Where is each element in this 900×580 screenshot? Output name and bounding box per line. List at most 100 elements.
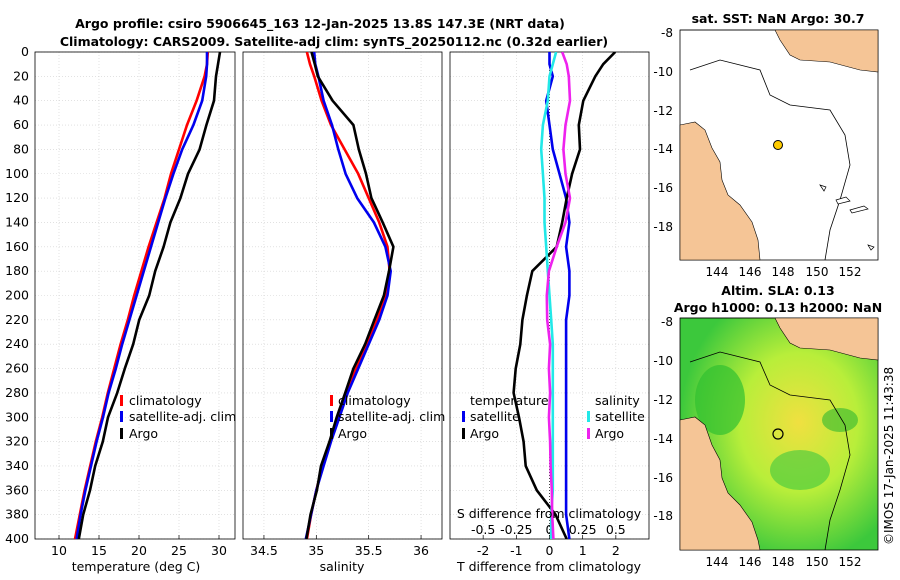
y-tick-label: 400 — [5, 531, 29, 546]
difference-xlabel: T difference from climatology — [456, 559, 642, 574]
axes-frame — [34, 51, 236, 540]
lon-tick-label: 152 — [839, 555, 862, 569]
lon-tick-label: 144 — [706, 555, 729, 569]
lat-tick-label: -16 — [653, 471, 673, 485]
y-tick-label: 260 — [5, 361, 29, 376]
lon-tick-label: 150 — [806, 555, 829, 569]
title-line-1: Argo profile: csiro 5906645_163 12-Jan-2… — [75, 16, 565, 32]
lat-tick-label: -18 — [653, 509, 673, 523]
series-line-s-argo — [545, 52, 572, 539]
lon-tick-label: 152 — [839, 265, 862, 279]
x-tick-label: 2 — [612, 543, 620, 558]
x-tick-label: 35.5 — [355, 543, 383, 558]
sla-map — [679, 317, 879, 551]
legend-swatch-s-argo — [587, 428, 590, 439]
y-tick-label: 380 — [5, 507, 29, 522]
land-new-guinea — [680, 29, 879, 73]
s-tick-label: -0.25 — [500, 522, 532, 537]
legend-label-satellite: satellite-adj. clim — [129, 409, 236, 424]
temperature-xlabel: temperature (deg C) — [72, 559, 201, 574]
reef-contour — [689, 351, 851, 551]
legend-label-argo: Argo — [129, 426, 158, 441]
reef-contour — [689, 59, 851, 261]
y-tick-label: 180 — [5, 263, 29, 278]
legend-swatch-t-argo — [462, 428, 465, 439]
y-tick-label: 100 — [5, 166, 29, 181]
y-tick-label: 220 — [5, 312, 29, 327]
lon-tick-label: 144 — [706, 265, 729, 279]
x-tick-label: 25 — [171, 543, 187, 558]
y-tick-label: 20 — [13, 68, 29, 83]
lat-tick-label: -12 — [653, 393, 673, 407]
temperature-legend: climatology satellite-adj. clim Argo — [120, 393, 236, 441]
sla-patch — [695, 365, 745, 435]
land-new-guinea — [680, 317, 879, 361]
y-tick-label: 200 — [5, 288, 29, 303]
sla-patch — [770, 450, 830, 490]
legend-header-temperature: temperature — [470, 393, 549, 408]
y-tick-label: 360 — [5, 482, 29, 497]
y-tick-label: 120 — [5, 190, 29, 205]
lat-tick-label: -14 — [653, 142, 673, 156]
x-tick-label: 0 — [546, 543, 554, 558]
y-tick-label: 140 — [5, 214, 29, 229]
lon-tick-label: 148 — [772, 555, 795, 569]
argo-position-marker — [772, 428, 784, 440]
legend-swatch-satellite — [330, 411, 333, 422]
legend-swatch-satellite — [120, 411, 123, 422]
series-group — [512, 52, 617, 539]
legend-label-t-argo: Argo — [470, 426, 499, 441]
sla-map-title-2: Argo h1000: 0.13 h2000: NaN — [674, 300, 882, 315]
islands — [819, 184, 875, 251]
x-tick-label: 35 — [308, 543, 324, 558]
x-tick-label: 20 — [131, 543, 147, 558]
legend-swatch-t-satellite — [462, 411, 465, 422]
series-line-satellite-adj-clim — [304, 52, 393, 539]
x-tick-label: 1 — [579, 543, 587, 558]
legend-swatch-climatology — [120, 395, 123, 406]
legend-label-climatology: climatology — [338, 393, 411, 408]
x-tick-label: 15 — [91, 543, 107, 558]
difference-panel: -2 -1 0 1 2-0.5 -0.25 0 0.25 0.5 — [449, 51, 650, 558]
lon-tick-label: 146 — [739, 555, 762, 569]
legend-label-t-satellite: satellite — [470, 409, 520, 424]
lat-tick-label: -12 — [653, 104, 673, 118]
series-line-satellite-adj-clim — [75, 52, 209, 539]
lon-tick-label: 148 — [772, 265, 795, 279]
s-tick-label: 0.5 — [606, 522, 626, 537]
y-tick-label: 0 — [21, 44, 29, 59]
x-tick-label: 30 — [211, 543, 227, 558]
map-axes: 144 144 146 146 148 148 150 150 152 152 -8 -8 -10 -10… — [653, 26, 861, 569]
lon-tick-label: 146 — [739, 265, 762, 279]
y-tick-label: 60 — [13, 117, 29, 132]
salinity-xlabel: salinity — [320, 559, 365, 574]
series-line-t-satellite — [544, 52, 571, 539]
lat-tick-label: -16 — [653, 181, 673, 195]
legend-swatch-argo — [120, 428, 123, 439]
lon-tick-label: 150 — [806, 265, 829, 279]
sst-map-title: sat. SST: NaN Argo: 30.7 — [692, 11, 865, 26]
y-tick-label: 40 — [13, 93, 29, 108]
legend-label-satellite: satellite-adj. clim — [338, 409, 445, 424]
salinity-legend: climatology satellite-adj. clim Argo — [330, 393, 445, 441]
y-tick-label: 320 — [5, 434, 29, 449]
temperature-panel: 10 15 20 25 30020406080100120140160180200220… — [5, 44, 236, 558]
sla-patch — [822, 408, 858, 432]
legend-label-s-satellite: satellite — [595, 409, 645, 424]
y-tick-label: 240 — [5, 336, 29, 351]
s-tick-label: 0.25 — [569, 522, 597, 537]
series-line-t-argo — [512, 52, 617, 539]
x-tick-label: 34.5 — [250, 543, 278, 558]
credit-text: ©IMOS 17-Jan-2025 11:43:38 — [882, 367, 896, 545]
title-line-2: Climatology: CARS2009. Satellite-adj cli… — [60, 34, 608, 50]
legend-swatch-climatology — [330, 395, 333, 406]
land-australia — [679, 416, 761, 551]
series-line-argo — [305, 52, 395, 539]
x-tick-label: 10 — [51, 543, 67, 558]
lat-tick-label: -8 — [661, 315, 673, 329]
axes-frame — [242, 51, 443, 540]
lat-tick-label: -10 — [653, 354, 673, 368]
sla-map-title-1: Altim. SLA: 0.13 — [721, 283, 834, 298]
legend-label-s-argo: Argo — [595, 426, 624, 441]
